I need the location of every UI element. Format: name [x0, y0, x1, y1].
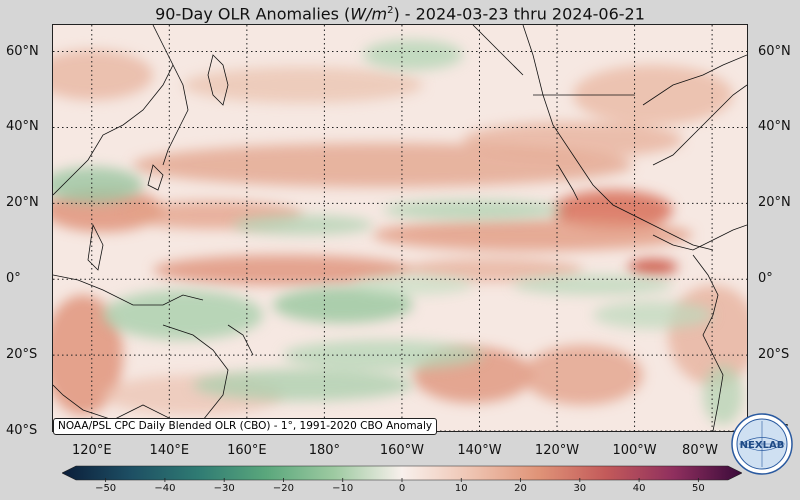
lon-label: 100°W — [612, 443, 657, 458]
lat-label-left: 60°N — [6, 43, 39, 59]
lon-label: 140°W — [457, 443, 502, 458]
colorbar-tick-label: −30 — [213, 483, 235, 494]
map-canvas — [53, 25, 747, 431]
colorbar-tick-label: 10 — [454, 483, 468, 494]
colorbar-tick-label: −40 — [154, 483, 176, 494]
lon-label: 140°E — [149, 443, 190, 458]
colorbar-gradient — [62, 465, 742, 481]
lat-label-right: 20°N — [758, 195, 791, 211]
graticule — [53, 25, 747, 431]
colorbar-tick-label: −50 — [95, 483, 117, 494]
colorbar-tick-label: −20 — [272, 483, 295, 494]
source-caption: NOAA/PSL CPC Daily Blended OLR (CBO) - 1… — [53, 418, 438, 435]
lon-label: 180° — [308, 443, 341, 458]
lon-label: 160°W — [379, 443, 425, 458]
lat-label-right: 20°S — [758, 347, 790, 363]
lon-label: 80°W — [682, 443, 718, 458]
colorbar-tick-label: 20 — [514, 483, 527, 494]
colorbar — [62, 465, 742, 482]
lat-label-right: 0° — [758, 271, 773, 287]
lat-label-left: 40°S — [6, 423, 38, 438]
lon-label: 120°E — [72, 443, 112, 458]
coastlines — [53, 25, 747, 431]
lat-label-right: 60°N — [758, 43, 791, 59]
lon-label: 120°W — [534, 443, 580, 458]
svg-text:NEXLAB: NEXLAB — [740, 440, 785, 451]
chart-title: 90-Day OLR Anomalies (W/m2) - 2024-03-23… — [155, 4, 645, 24]
lat-label-left: 20°S — [6, 347, 38, 363]
lat-label-left: 40°N — [6, 119, 39, 135]
colorbar-tick-label: 30 — [573, 483, 587, 494]
lat-label-left: 0° — [6, 271, 21, 287]
colorbar-tick-label: 40 — [632, 483, 646, 494]
nexlab-logo: NEXLAB — [731, 413, 793, 475]
negative-anomaly-field — [53, 40, 743, 425]
colorbar-tick-label: 50 — [691, 483, 705, 494]
colorbar-tick-label: −10 — [332, 483, 354, 494]
lat-label-right: 40°N — [758, 119, 791, 135]
lat-label-left: 20°N — [6, 195, 39, 211]
anomaly-map[interactable] — [52, 24, 748, 432]
colorbar-tick-label: 0 — [398, 483, 406, 494]
lon-label: 160°E — [227, 443, 267, 458]
